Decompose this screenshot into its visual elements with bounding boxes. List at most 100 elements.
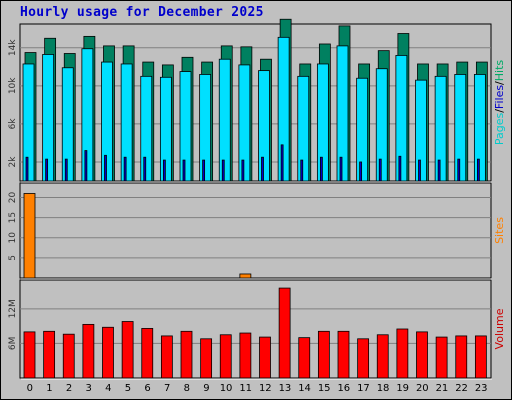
bar-pages-11 (241, 159, 245, 182)
bar-volume-3 (82, 323, 95, 379)
y-tick-label: 6M (8, 337, 18, 351)
bar-files-0 (22, 63, 35, 182)
x-tick-label: 2 (66, 383, 72, 394)
x-tick-label: 10 (220, 383, 233, 394)
bar-volume-16 (337, 330, 350, 379)
bar-pages-21 (437, 159, 441, 182)
bar-volume-6 (141, 328, 154, 379)
bar-files-13 (277, 36, 290, 182)
x-tick-label: 11 (239, 383, 252, 394)
bar-pages-2 (64, 158, 68, 182)
bar-pages-0 (25, 156, 29, 182)
bar-pages-9 (202, 159, 206, 182)
bar-pages-4 (104, 154, 107, 182)
bar-volume-7 (160, 335, 173, 379)
bar-volume-10 (219, 334, 232, 379)
chart-title: Hourly usage for December 2025 (20, 5, 264, 20)
bar-sites-11 (239, 273, 252, 279)
panel-hits-files-pages (19, 23, 492, 182)
bar-files-20 (415, 79, 427, 182)
bar-pages-7 (162, 159, 166, 182)
panel-label-volume: Volume (493, 308, 506, 349)
bar-volume-19 (396, 328, 409, 379)
bar-pages-14 (300, 159, 304, 182)
x-tick-label: 5 (125, 383, 131, 394)
panel-label-part: Files (493, 85, 506, 109)
bar-volume-2 (62, 333, 75, 379)
bar-pages-3 (84, 150, 88, 182)
x-tick-label: 3 (86, 383, 92, 394)
x-tick-label: 1 (46, 383, 52, 394)
x-tick-label: 16 (337, 383, 350, 394)
bar-volume-4 (102, 326, 114, 379)
bar-volume-9 (200, 338, 213, 379)
panel-label-sites: Sites (493, 217, 506, 244)
bar-files-1 (42, 54, 55, 182)
bar-files-4 (101, 61, 113, 182)
bar-files-18 (375, 68, 388, 182)
bar-volume-21 (435, 336, 448, 379)
bar-files-17 (356, 77, 369, 182)
bar-volume-14 (298, 337, 311, 379)
bar-volume-5 (121, 321, 134, 379)
bar-files-14 (297, 75, 310, 182)
y-tick-label: 14k (8, 39, 18, 56)
x-tick-label: 12 (259, 383, 272, 394)
x-tick-label: 13 (279, 383, 292, 394)
x-tick-label: 8 (184, 383, 190, 394)
bar-volume-18 (376, 334, 389, 379)
bar-pages-19 (398, 155, 402, 182)
bar-pages-22 (457, 158, 461, 182)
bar-files-10 (218, 58, 231, 182)
bar-volume-23 (474, 335, 487, 379)
bar-volume-17 (357, 338, 370, 379)
bar-files-22 (454, 74, 467, 182)
bar-pages-18 (378, 158, 382, 182)
bar-files-3 (81, 48, 94, 182)
bar-pages-12 (261, 156, 264, 182)
x-tick-label: 15 (318, 383, 331, 394)
bar-volume-11 (239, 332, 252, 379)
panel-label-part: / (493, 109, 506, 113)
x-tick-label: 6 (144, 383, 150, 394)
bar-pages-6 (143, 156, 147, 182)
panel-volume (19, 279, 492, 379)
bar-volume-12 (259, 336, 271, 379)
bar-pages-16 (339, 156, 343, 182)
y-tick-label: 2k (8, 156, 18, 168)
y-tick-label: 10k (8, 77, 18, 94)
bar-pages-23 (476, 158, 480, 182)
bar-volume-20 (416, 331, 428, 379)
bar-pages-13 (280, 144, 284, 182)
bar-pages-1 (45, 158, 49, 182)
bar-volume-1 (43, 330, 56, 379)
bar-files-19 (395, 55, 408, 182)
x-tick-label: 18 (377, 383, 390, 394)
x-tick-label: 9 (203, 383, 209, 394)
y-tick-label: 12M (8, 299, 18, 318)
bar-files-6 (140, 75, 153, 182)
x-tick-label: 14 (298, 383, 311, 394)
bar-volume-0 (23, 331, 36, 379)
x-tick-label: 23 (475, 383, 488, 394)
bar-files-11 (238, 64, 251, 182)
panel-label-hits-files-pages: Pages/Files/Hits (493, 60, 506, 146)
bar-files-21 (434, 75, 447, 182)
x-tick-label: 21 (436, 383, 449, 394)
bar-volume-13 (278, 287, 291, 379)
bar-files-23 (473, 74, 486, 182)
x-tick-label: 20 (416, 383, 429, 394)
panel-sites (19, 182, 492, 279)
bar-files-8 (179, 71, 192, 182)
bar-pages-17 (359, 161, 363, 182)
panel-label-part: Pages (493, 113, 506, 146)
panel-label-part: Sites (493, 217, 506, 244)
x-tick-label: 7 (164, 383, 170, 394)
bar-volume-15 (317, 330, 330, 379)
bar-pages-8 (182, 159, 186, 182)
bar-pages-20 (418, 159, 421, 182)
panel-label-part: / (493, 81, 506, 85)
y-tick-label: 20 (8, 191, 18, 203)
bar-files-9 (199, 74, 212, 182)
